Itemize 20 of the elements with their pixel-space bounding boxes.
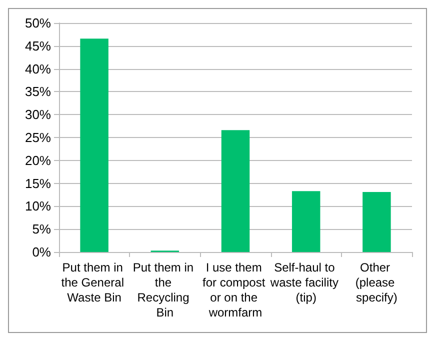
bar <box>221 130 250 252</box>
y-tick-label: 45% <box>24 38 52 54</box>
bar <box>362 192 391 252</box>
y-tick-label: 30% <box>24 107 52 122</box>
x-tick-label: Self-haul to waste facility (tip) <box>269 260 342 304</box>
bar <box>292 191 320 252</box>
y-tick-label: 40% <box>24 61 52 76</box>
y-tick-label: 15% <box>24 176 52 191</box>
x-tick-label: Other (please specify) <box>355 260 398 304</box>
x-tick-label: I use them for compost or on the wormfarm <box>202 260 269 320</box>
y-tick-label: 0% <box>32 244 52 260</box>
y-tick-label: 50% <box>24 16 52 30</box>
y-tick-label: 10% <box>24 198 52 214</box>
y-tick-label: 25% <box>24 130 52 145</box>
x-tick-label: Put them in the General Waste Bin <box>61 260 128 304</box>
y-tick-label: 20% <box>24 152 52 168</box>
x-tick-label: Put them in the Recycling Bin <box>132 260 197 320</box>
y-tick-label: 5% <box>32 222 52 237</box>
bar <box>80 38 108 252</box>
y-tick-label: 35% <box>24 84 52 100</box>
